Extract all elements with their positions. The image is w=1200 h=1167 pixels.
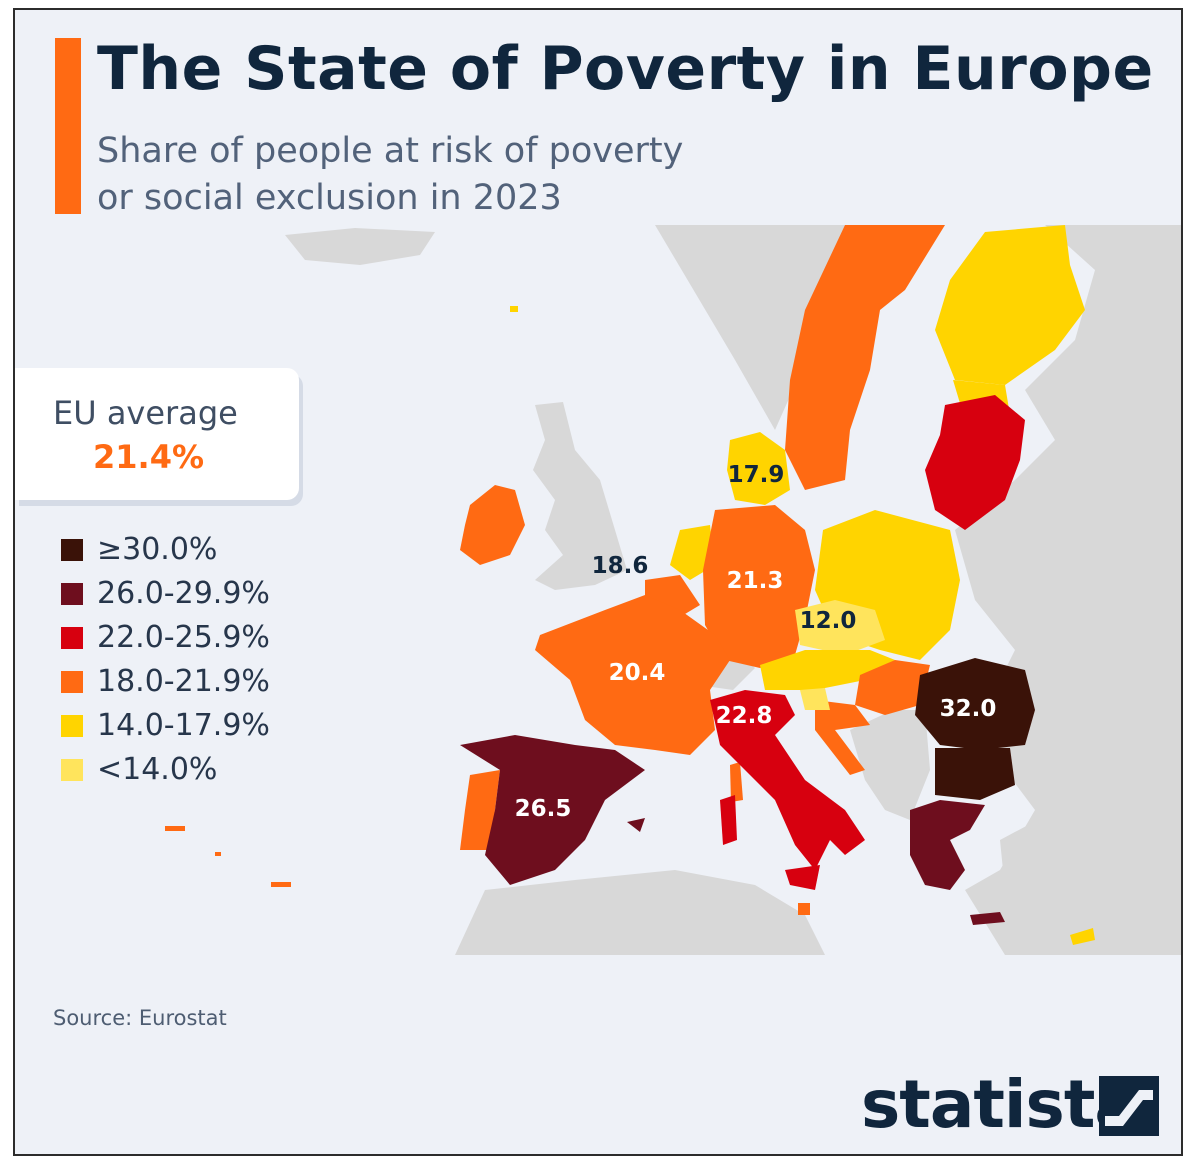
label-germany: 21.3 xyxy=(727,568,784,594)
legend-swatch xyxy=(61,539,83,561)
legend-label: 26.0-29.9% xyxy=(97,576,270,611)
subtitle: Share of people at risk of poverty or so… xyxy=(97,128,797,222)
land-great-britain xyxy=(533,402,627,590)
country-malta xyxy=(798,903,810,915)
legend-label: <14.0% xyxy=(97,752,218,787)
country-italy xyxy=(710,690,865,870)
legend-swatch xyxy=(61,671,83,693)
country-balearics xyxy=(627,818,645,832)
label-denmark: 17.9 xyxy=(728,462,785,488)
eu-average-value: 21.4% xyxy=(93,438,205,476)
legend-swatch xyxy=(61,759,83,781)
legend-swatch xyxy=(61,715,83,737)
country-czechia xyxy=(795,600,885,655)
country-portugal xyxy=(460,770,500,850)
legend-label: 18.0-21.9% xyxy=(97,664,270,699)
country-spain xyxy=(460,735,645,885)
subtitle-line-2: or social exclusion in 2023 xyxy=(97,178,562,218)
country-sweden xyxy=(785,225,945,490)
source-note: Source: Eurostat xyxy=(53,1006,227,1030)
legend-label: 22.0-25.9% xyxy=(97,620,270,655)
label-belgium: 18.6 xyxy=(592,553,649,579)
country-croatia xyxy=(815,700,870,775)
label-italy: 22.8 xyxy=(716,703,773,729)
eu-average-card: EU average 21.4% xyxy=(15,368,299,500)
country-slovenia xyxy=(800,688,830,710)
country-denmark xyxy=(727,432,790,505)
europe-map: 17.9 18.6 21.3 12.0 20.4 22.8 32.0 26.5 xyxy=(165,225,1181,955)
country-romania xyxy=(915,658,1035,750)
legend-label: ≥30.0% xyxy=(97,532,218,567)
country-sicily xyxy=(785,865,820,890)
land-norway-russia xyxy=(655,225,1181,955)
country-finland xyxy=(935,225,1085,385)
country-bulgaria xyxy=(935,748,1015,800)
country-hungary xyxy=(855,660,930,715)
island-madeira xyxy=(215,852,221,856)
land-balkans xyxy=(850,710,930,820)
island-azores xyxy=(165,826,185,831)
label-spain: 26.5 xyxy=(515,796,572,822)
island-faroe xyxy=(510,306,518,312)
subtitle-line-1: Share of people at risk of poverty xyxy=(97,131,684,171)
country-corsica xyxy=(730,762,743,802)
country-greece xyxy=(910,800,1005,925)
legend-swatch xyxy=(61,583,83,605)
country-baltics xyxy=(925,395,1025,530)
land-africa-turkey xyxy=(455,800,1181,955)
infographic-card: 17.9 18.6 21.3 12.0 20.4 22.8 32.0 26.5 … xyxy=(13,8,1183,1156)
country-france xyxy=(535,595,730,755)
country-sardinia xyxy=(720,795,737,845)
legend-label: 14.0-17.9% xyxy=(97,708,270,743)
statista-mark-icon xyxy=(1099,1076,1159,1136)
label-france: 20.4 xyxy=(609,660,666,686)
land-greenland-iceland xyxy=(285,228,435,265)
eu-average-label: EU average xyxy=(53,394,238,432)
country-cyprus xyxy=(1070,928,1095,945)
page-title: The State of Poverty in Europe xyxy=(97,34,1154,104)
country-ireland xyxy=(460,485,525,565)
country-germany xyxy=(703,505,815,668)
label-romania: 32.0 xyxy=(940,696,997,722)
brand-name: statista xyxy=(861,1066,1139,1143)
accent-bar xyxy=(55,38,81,214)
legend-swatch xyxy=(61,627,83,649)
label-czechia: 12.0 xyxy=(800,608,857,634)
island-canary xyxy=(271,882,291,887)
